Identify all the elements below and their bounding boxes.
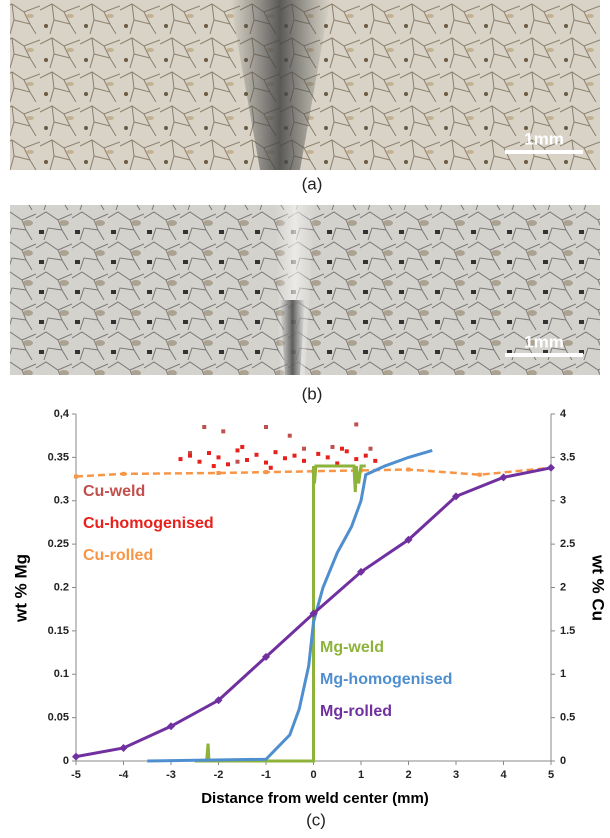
micrograph-a: 1mm [10,0,600,170]
x-tick-label: 1 [358,769,364,781]
y2-tick-label: 2.5 [560,538,575,550]
y-tick-label: 0.35 [48,451,69,463]
point [212,464,216,468]
legend-label: Mg-weld [320,639,384,656]
point [547,464,555,472]
x-tick-label: -3 [166,769,176,781]
y2-tick-label: 1.5 [560,625,575,637]
point [373,459,377,463]
y-tick-label: 0.3 [54,495,69,507]
point [283,456,287,460]
point [478,473,482,477]
point [269,466,273,470]
y-tick-label: 0.15 [48,625,69,637]
point [264,425,268,429]
point [221,429,225,433]
x-tick-label: 5 [548,769,554,781]
x-tick-label: 2 [405,769,411,781]
y-tick-label: 0.25 [48,538,69,550]
x-tick-label: 4 [500,769,507,781]
y-tick-label: 0.1 [54,668,69,680]
micrograph-b: 1mm [10,205,600,375]
scale-bar-label: 1mm [524,332,564,351]
point [217,471,221,475]
point [302,459,306,463]
y-tick-label: 0,4 [54,408,70,420]
point [316,452,320,456]
point [245,458,249,462]
point [122,472,126,476]
point [302,447,306,451]
legend-label: Cu-homogenised [83,515,214,532]
point [407,468,411,472]
x-tick-label: -4 [119,769,130,781]
point [326,455,330,459]
y2-tick-label: 0.5 [560,712,575,724]
point [264,470,268,474]
y-tick-label: 0.2 [54,581,69,593]
point [240,445,244,449]
point [331,445,335,449]
point [255,453,259,457]
y2-tick-label: 4 [560,408,567,420]
point [354,457,358,461]
point [364,454,368,458]
point [354,422,358,426]
point [288,434,292,438]
point [274,450,278,454]
panel-label: (c) [306,810,326,829]
point [207,451,211,455]
legend-label: Cu-rolled [83,547,153,564]
y2-tick-label: 0 [560,755,566,767]
x-tick-label: -5 [71,769,81,781]
scale-bar-label: 1mm [524,129,564,148]
point [202,425,206,429]
y-tick-label: 0 [63,755,69,767]
y-axis-title: wt % Mg [11,554,30,623]
y2-tick-label: 2 [560,581,566,593]
point [264,461,268,465]
x-tick-label: 0 [310,769,316,781]
x-tick-label: -2 [214,769,224,781]
point [188,454,192,458]
y2-tick-label: 3 [560,495,566,507]
y2-tick-label: 3.5 [560,451,575,463]
point [293,454,297,458]
legend-label: Mg-rolled [320,703,392,720]
point [72,753,80,761]
panel-label: (a) [302,174,323,193]
panel-label: (b) [302,384,323,403]
point [340,447,344,451]
point [217,455,221,459]
x-tick-label: -1 [261,769,271,781]
point [226,462,230,466]
point [345,449,349,453]
figure: 1mm (a) 1mm (b) (c) Distance from weld c… [0,0,610,833]
y2-tick-label: 1 [560,668,566,680]
y-tick-label: 0.05 [48,712,69,724]
point [369,447,373,451]
point [74,474,78,478]
x-tick-label: 3 [453,769,459,781]
legend-label: Cu-weld [83,483,145,500]
point [198,460,202,464]
legend-label: Mg-homogenised [320,671,452,688]
point [236,448,240,452]
point [179,457,183,461]
x-axis-title: Distance from weld center (mm) [201,790,429,807]
point [236,460,240,464]
y2-axis-title: wt % Cu [589,554,608,621]
point [500,473,508,481]
